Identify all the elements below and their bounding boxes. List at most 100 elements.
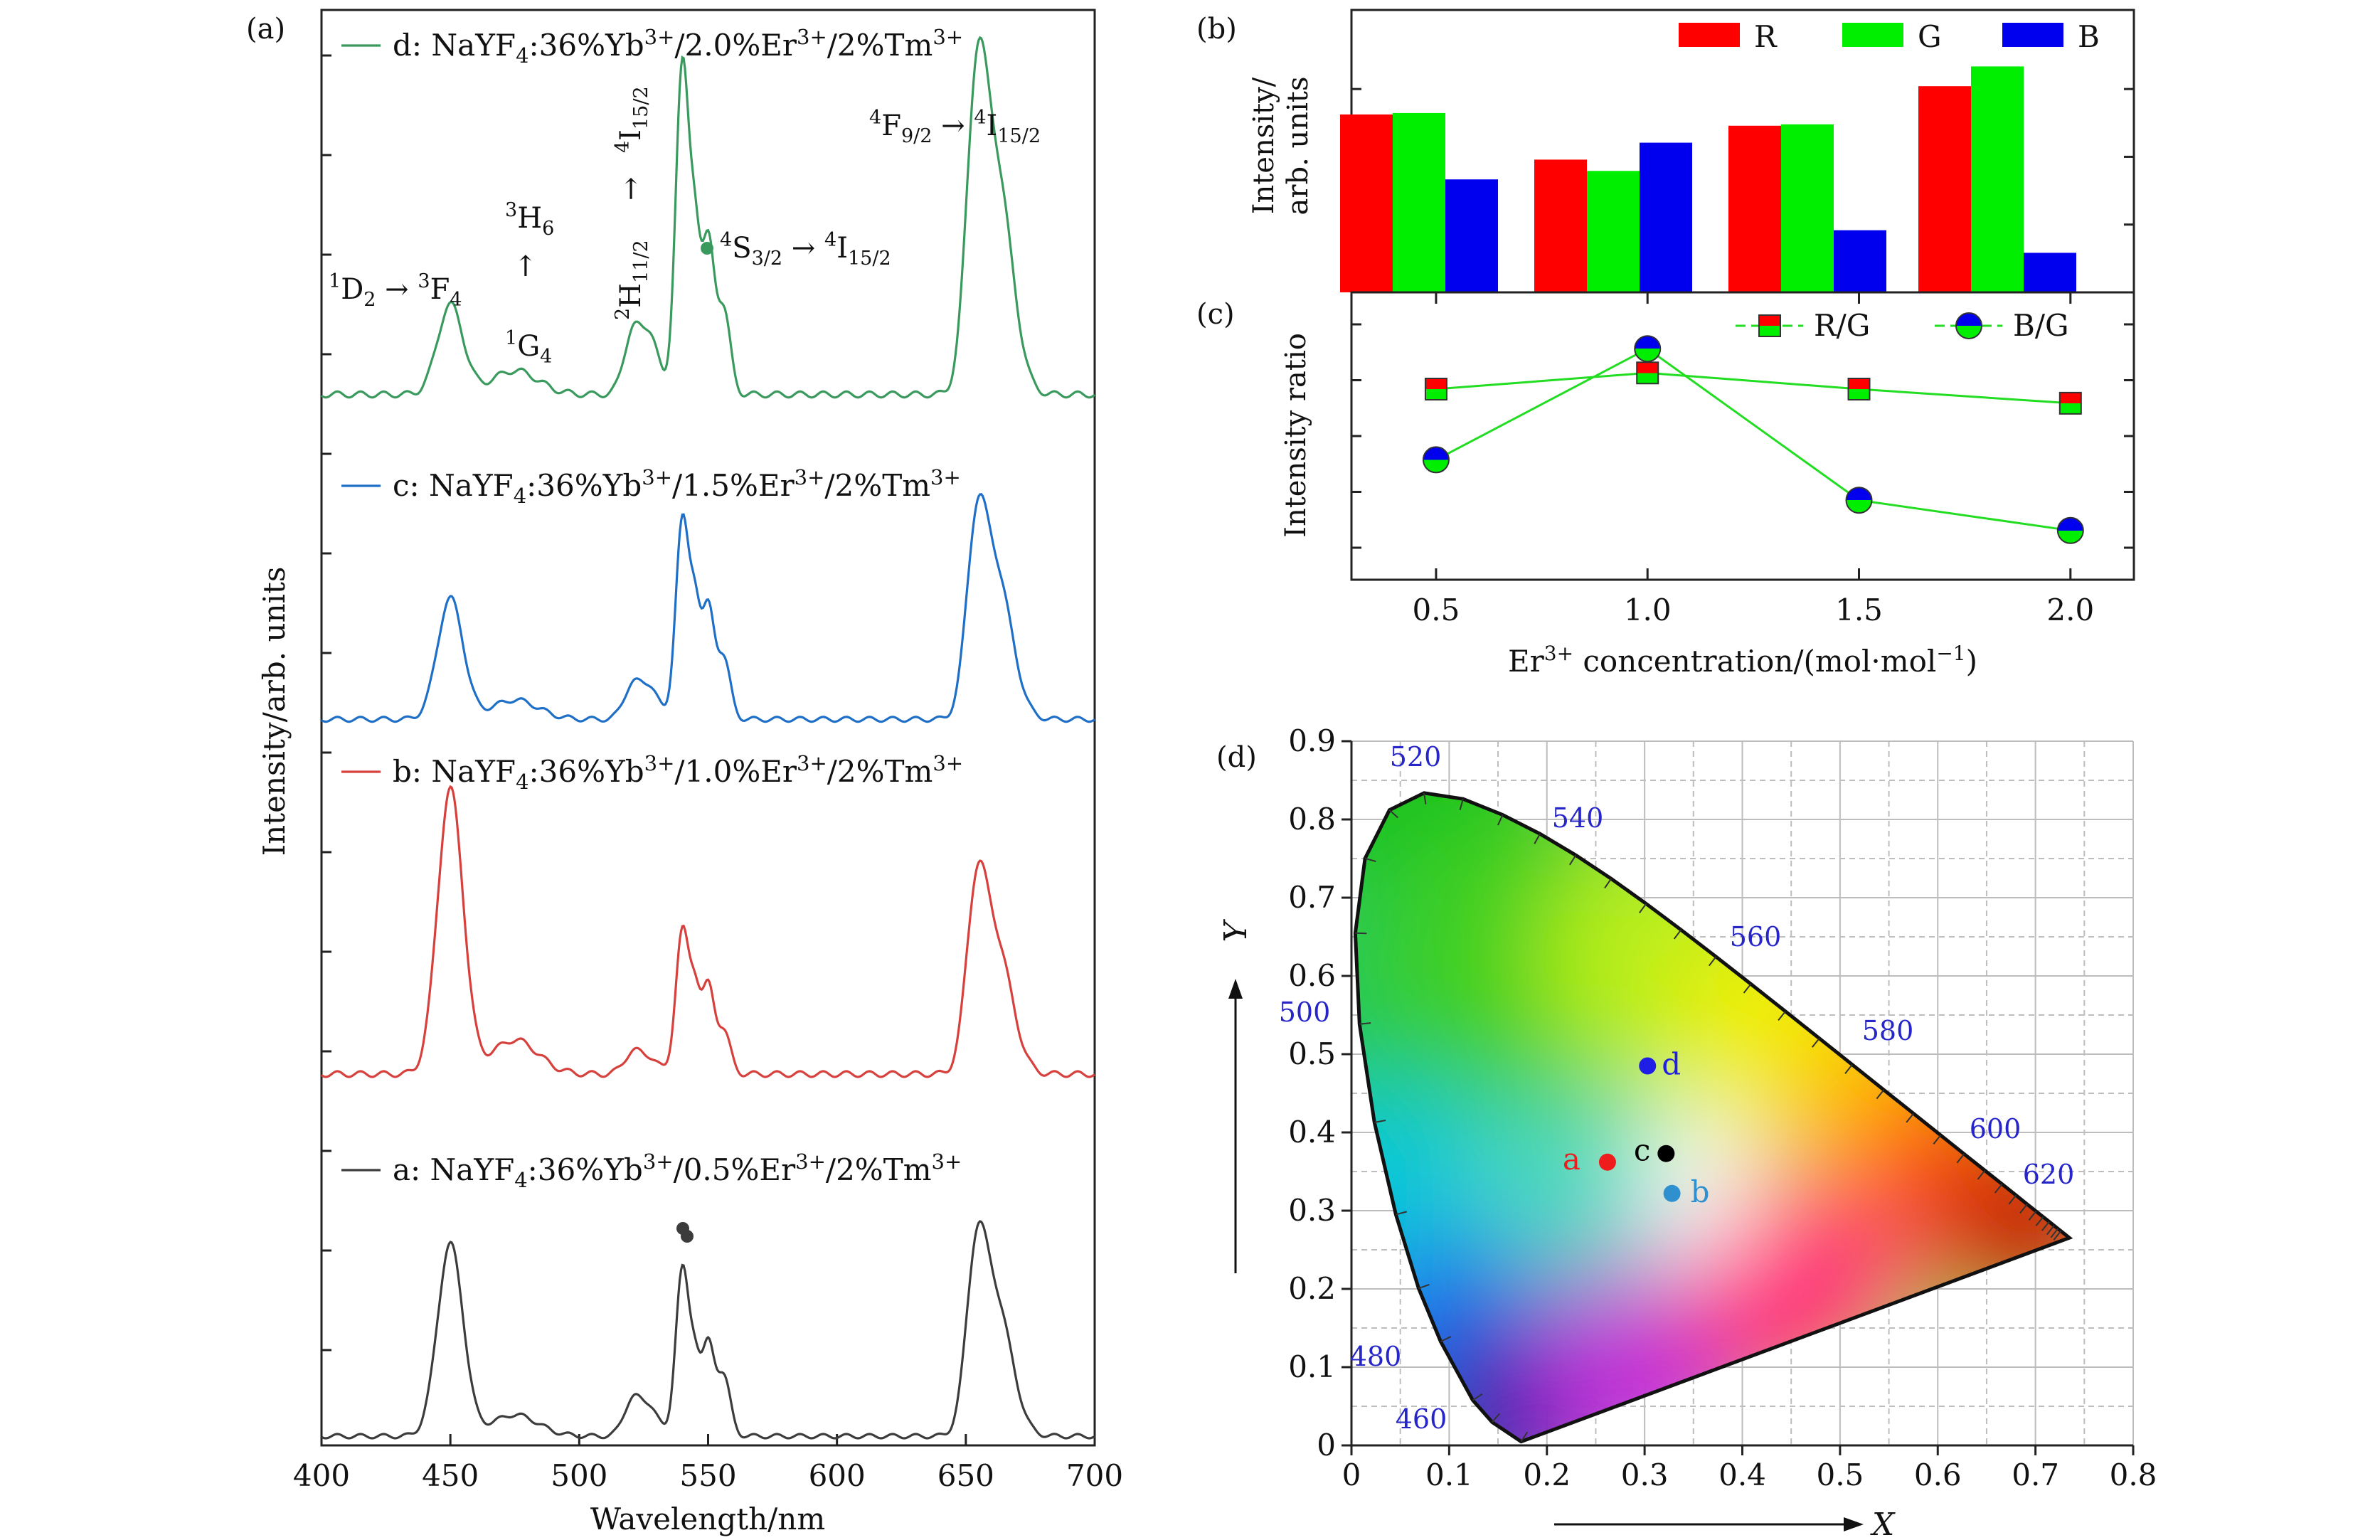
marker-rg-2	[2058, 391, 2082, 415]
panel-c-ratio: (c) 0.5 1.0 1.5 2.0 R/G B/G Intensity ratio …	[1196, 291, 2135, 679]
locus-tick	[1639, 903, 1647, 913]
panel-d-y-arrow: Y	[1218, 919, 1254, 1273]
cie-color-fill	[1355, 792, 2070, 1442]
locus-tick	[1844, 1064, 1853, 1074]
panel-a-xtick-label: 700	[1066, 1458, 1123, 1493]
panel-a-frame	[320, 9, 1096, 1447]
cie-points: a b c d	[1563, 1047, 1710, 1209]
panel-c-legend: R/G B/G	[1736, 308, 2069, 343]
bar-R-1.5	[1728, 125, 1781, 292]
svg-text:1D2 → 3F4: 1D2 → 3F4	[329, 270, 462, 311]
panel-a-xtick-label: 650	[937, 1458, 994, 1493]
legend-label-a: a: NaYF4:36%Yb3+/0.5%Er3+/2%Tm3+	[393, 1149, 962, 1192]
panel-b-ylabel-line1: Intensity/	[1248, 77, 1280, 214]
legend-label-R: R	[1754, 19, 1778, 54]
ratio-line-B/G	[1435, 347, 2071, 532]
locus-tick	[1956, 1153, 1965, 1164]
cie-point-label-b: b	[1691, 1174, 1710, 1209]
panel-d-x-arrow: X	[1554, 1507, 1896, 1540]
panel-b-ylabel-line2: arb. units	[1282, 77, 1314, 216]
legend-swatch-G	[1842, 23, 1903, 47]
cie-ytick-label: 0.9	[1288, 723, 1336, 758]
wavelength-label-540: 540	[1552, 802, 1604, 834]
panel-d-cie: (d) 0 0.1 0.2 0.3 0.4 0.5 0.6 0.7 0.800.10.20.30…	[1216, 723, 2157, 1540]
locus-tick	[2041, 1221, 2050, 1231]
marker-bg-1	[1634, 335, 1662, 363]
wavelength-label-580: 580	[1862, 1015, 1914, 1046]
bar-R-0.5	[1340, 114, 1393, 292]
wavelength-label-620: 620	[2023, 1159, 2075, 1190]
panel-d-ylabel: Y	[1218, 919, 1254, 942]
locus-tick	[1374, 1120, 1386, 1124]
svg-text:4F9/2 → 4I15/2: 4F9/2 → 4I15/2	[869, 107, 1041, 147]
legend-swatch-B	[2002, 23, 2063, 47]
annotation-4s32-4i15: 4S3/2 → 4I15/2	[701, 229, 891, 270]
locus-tick	[1472, 1393, 1483, 1401]
cie-ytick-label: 0.7	[1288, 880, 1336, 915]
panel-c-xtick-label: 1.0	[1624, 593, 1672, 627]
spectrum-line-b	[321, 785, 1095, 1078]
panel-a-xlabel: Wavelength/nm	[590, 1502, 825, 1536]
panel-a-spectra: (a) 400 450 500 550 600 650 700 a: NaYF4:36%Yb…	[246, 9, 1123, 1536]
cie-xtick-label: 0.2	[1523, 1457, 1571, 1492]
cie-xtick-label: 0.1	[1425, 1457, 1473, 1492]
cie-point-c	[1657, 1145, 1675, 1162]
marker-rg-1.5	[1847, 378, 1871, 400]
panel-c-ticks: 0.5 1.0 1.5 2.0	[1351, 292, 2134, 627]
locus-tick	[1994, 1183, 2003, 1194]
locus-tick	[1604, 878, 1612, 889]
locus-tick	[2008, 1194, 2017, 1205]
cie-xtick-label: 0.6	[1914, 1457, 1962, 1492]
locus-tick	[1673, 929, 1682, 940]
locus-tick	[1520, 1431, 1529, 1443]
panel-d-label: (d)	[1216, 741, 1257, 774]
svg-text:4S3/2 → 4I15/2: 4S3/2 → 4I15/2	[720, 229, 891, 270]
panel-c-ylabel: Intensity ratio	[1280, 333, 1312, 538]
locus-tick	[1876, 1089, 1885, 1100]
wavelength-label-600: 600	[1970, 1113, 2022, 1145]
locus-tick	[1396, 1211, 1408, 1216]
panel-c-xtick-label: 1.5	[1835, 593, 1883, 627]
cie-spectral-locus	[1353, 791, 2073, 1444]
panel-a-legends: a: NaYF4:36%Yb3+/0.5%Er3+/2%Tm3+ b: NaYF4…	[341, 25, 963, 1192]
panel-a-ticks: 400 450 500 550 600 650 700	[293, 54, 1123, 1493]
locus-tick	[1778, 1011, 1786, 1021]
marker-rg-0.5	[1424, 378, 1447, 400]
panel-b-label: (b)	[1196, 13, 1237, 46]
spectrum-line-c	[321, 493, 1095, 723]
annotation-1g4-3h6: 3H6 ↑ 1G4	[505, 199, 554, 368]
legend-label-d: d: NaYF4:36%Yb3+/2.0%Er3+/2%Tm3+	[393, 25, 963, 68]
locus-tick	[2046, 1225, 2055, 1236]
svg-text:2H11/2: 2H11/2	[612, 240, 652, 320]
marker-bg-2	[2056, 516, 2084, 544]
panel-c-xtick-label: 0.5	[1413, 593, 1460, 627]
cie-ytick-label: 0.3	[1288, 1193, 1336, 1228]
locus-tick	[1418, 1283, 1430, 1290]
cie-ytick-label: 0.6	[1288, 958, 1336, 993]
cie-point-label-c: c	[1634, 1133, 1651, 1168]
cie-ytick-label: 0	[1317, 1428, 1336, 1462]
panel-d-axes: 0 0.1 0.2 0.3 0.4 0.5 0.6 0.7 0.8 0 0.1 0.2 0.3 0.4 0.…	[1288, 723, 2157, 1492]
marker-bg-0.5	[1422, 446, 1450, 474]
cie-xtick-label: 0.5	[1816, 1457, 1864, 1492]
cie-xtick-label: 0	[1342, 1457, 1361, 1492]
locus-tick	[2035, 1216, 2044, 1226]
panel-b-bars: (b) R G B Intensity/ arb. units	[1196, 9, 2135, 294]
cie-ytick-label: 0.8	[1288, 802, 1336, 837]
locus-tick	[1388, 809, 1398, 819]
locus-tick	[1906, 1112, 1914, 1123]
cie-xtick-label: 0.8	[2110, 1457, 2157, 1492]
locus-tick	[2019, 1204, 2028, 1214]
ratio-line-R/G	[1435, 371, 2071, 405]
cie-xtick-label: 0.7	[2012, 1457, 2059, 1492]
locus-tick	[1708, 956, 1717, 967]
panel-b-bar-group	[1340, 66, 2076, 293]
panel-c-xlabel: Er3+ concentration/(mol·mol−1)	[1508, 642, 1977, 679]
panel-a-curves	[321, 36, 1095, 1440]
cie-point-b	[1663, 1184, 1681, 1202]
spectrum-line-a	[321, 1220, 1095, 1440]
bar-B-1.0	[1640, 142, 1692, 292]
wavelength-label-480: 480	[1350, 1341, 1402, 1372]
